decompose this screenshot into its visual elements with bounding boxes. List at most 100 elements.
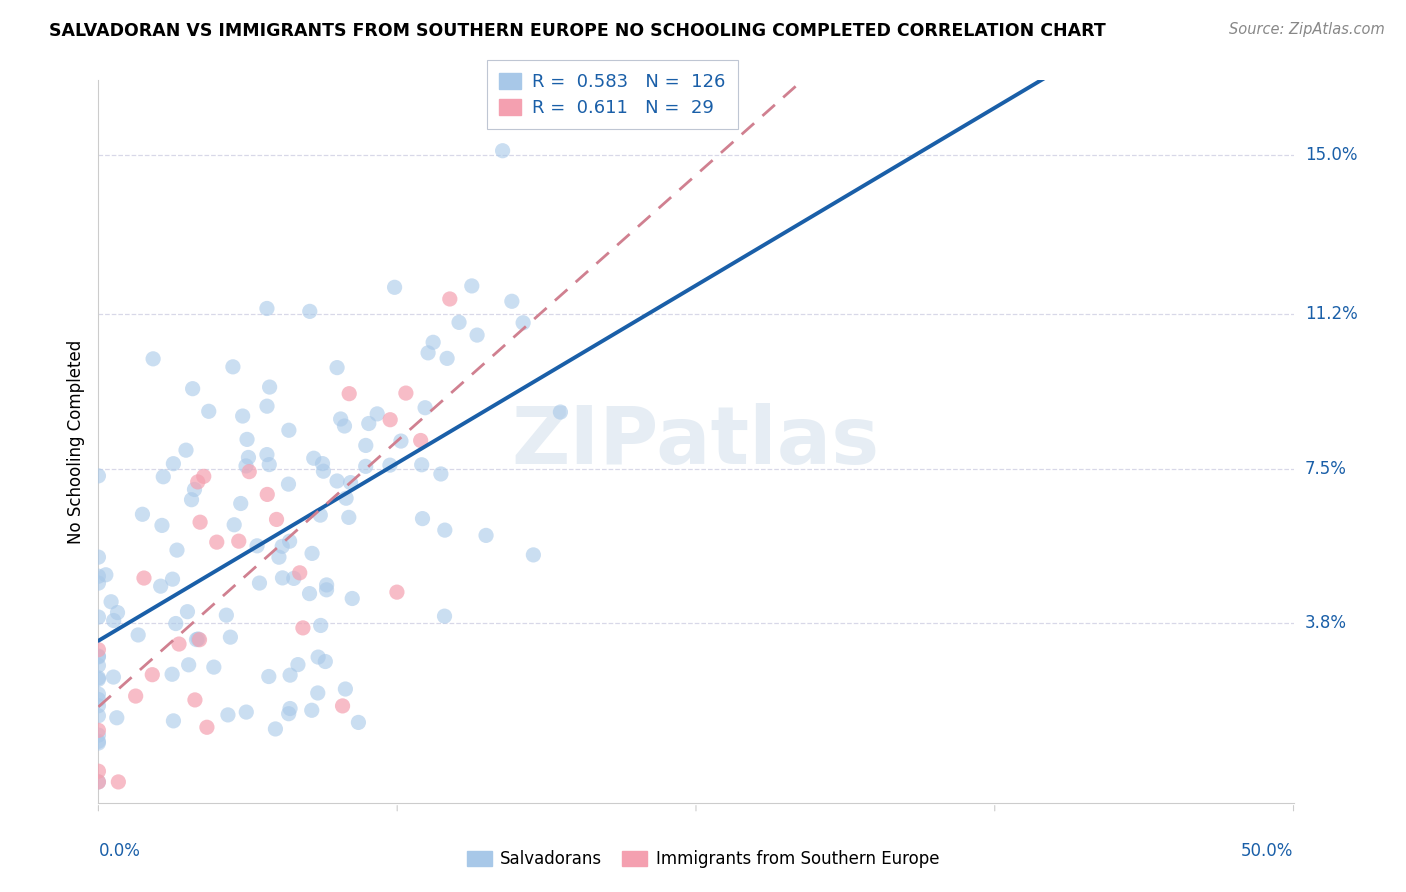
Point — [309, 508, 332, 523]
Point — [271, 539, 294, 553]
Text: 11.2%: 11.2% — [1305, 305, 1357, 323]
Point — [301, 703, 323, 717]
Point — [87, 648, 110, 663]
Point — [187, 632, 209, 646]
Point — [222, 359, 245, 374]
Point — [87, 723, 110, 738]
Point — [217, 707, 239, 722]
Point — [183, 483, 205, 497]
Point — [152, 469, 174, 483]
Point — [378, 458, 401, 472]
Point — [326, 360, 349, 375]
Point — [314, 655, 336, 669]
Text: 0.0%: 0.0% — [98, 842, 141, 860]
Point — [287, 657, 309, 672]
Point — [177, 657, 200, 672]
Point — [87, 692, 110, 706]
Point — [264, 722, 287, 736]
Text: SALVADORAN VS IMMIGRANTS FROM SOUTHERN EUROPE NO SCHOOLING COMPLETED CORRELATION: SALVADORAN VS IMMIGRANTS FROM SOUTHERN E… — [49, 22, 1107, 40]
Point — [278, 668, 301, 682]
Point — [256, 399, 278, 413]
Point — [87, 610, 110, 624]
Text: 50.0%: 50.0% — [1241, 842, 1294, 860]
Point — [246, 539, 269, 553]
Point — [188, 515, 211, 529]
Point — [131, 508, 153, 522]
Point — [298, 304, 321, 318]
Point — [87, 736, 110, 750]
Point — [291, 621, 314, 635]
Point — [384, 280, 406, 294]
Point — [447, 315, 470, 329]
Point — [283, 571, 305, 585]
Point — [347, 715, 370, 730]
Point — [315, 582, 337, 597]
Point — [87, 576, 110, 591]
Point — [389, 434, 412, 448]
Point — [87, 775, 110, 789]
Point — [238, 465, 260, 479]
Point — [167, 637, 190, 651]
Point — [107, 606, 129, 620]
Point — [256, 448, 278, 462]
Point — [312, 464, 335, 478]
Point — [195, 720, 218, 734]
Point — [181, 382, 204, 396]
Point — [411, 458, 433, 472]
Point — [257, 458, 280, 472]
Point — [278, 701, 301, 715]
Point — [184, 693, 207, 707]
Y-axis label: No Schooling Completed: No Schooling Completed — [66, 340, 84, 543]
Point — [271, 571, 294, 585]
Point — [354, 438, 377, 452]
Point — [87, 658, 110, 673]
Point — [366, 407, 388, 421]
Text: 3.8%: 3.8% — [1305, 615, 1347, 632]
Point — [277, 423, 299, 437]
Point — [224, 517, 246, 532]
Point — [439, 292, 461, 306]
Text: 15.0%: 15.0% — [1305, 146, 1357, 164]
Point — [302, 451, 325, 466]
Point — [337, 386, 360, 401]
Point — [100, 595, 122, 609]
Point — [288, 566, 311, 580]
Point — [380, 413, 402, 427]
Point — [411, 511, 433, 525]
Point — [94, 567, 117, 582]
Point — [309, 618, 332, 632]
Point — [187, 475, 209, 489]
Point — [197, 404, 219, 418]
Point — [87, 642, 110, 657]
Point — [150, 518, 173, 533]
Point — [87, 673, 110, 687]
Point — [166, 543, 188, 558]
Point — [87, 569, 110, 583]
Point — [461, 279, 484, 293]
Point — [165, 616, 187, 631]
Point — [298, 586, 321, 600]
Point — [357, 417, 380, 431]
Point — [278, 534, 301, 549]
Point — [385, 585, 408, 599]
Point — [436, 351, 458, 366]
Point — [87, 468, 110, 483]
Point — [329, 412, 352, 426]
Point — [337, 510, 360, 524]
Point — [307, 686, 329, 700]
Point — [342, 591, 364, 606]
Text: 7.5%: 7.5% — [1305, 459, 1347, 478]
Text: Source: ZipAtlas.com: Source: ZipAtlas.com — [1229, 22, 1385, 37]
Point — [249, 576, 271, 591]
Point — [339, 475, 361, 490]
Point — [132, 571, 155, 585]
Point — [235, 705, 257, 719]
Point — [395, 386, 418, 401]
Point — [257, 669, 280, 683]
Point — [103, 614, 125, 628]
Point — [87, 671, 110, 685]
Point — [87, 775, 110, 789]
Point — [335, 491, 357, 506]
Point — [307, 650, 329, 665]
Point — [105, 711, 128, 725]
